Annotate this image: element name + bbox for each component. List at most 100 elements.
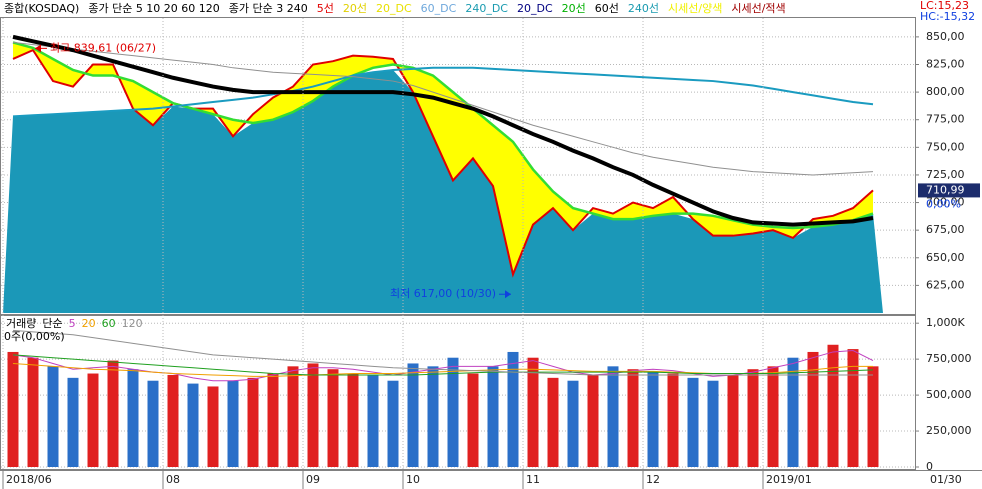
x-tick-label: 2018/06 — [6, 473, 52, 486]
volume-panel-frame — [0, 315, 916, 470]
x-tick-label: 11 — [526, 473, 540, 486]
volume-bar — [487, 366, 499, 467]
header-item: 5선 — [317, 2, 334, 15]
volume-bar — [187, 383, 199, 467]
volume-bar — [227, 380, 239, 467]
volume-bar — [27, 357, 39, 467]
lc-label: LC:15,23 — [920, 0, 969, 12]
volume-bar — [267, 373, 279, 467]
volume-bar — [347, 373, 359, 467]
volume-bar — [727, 374, 739, 467]
header-item: 240_DC — [465, 2, 508, 15]
volume-bar — [767, 366, 779, 467]
y-tick-label: 650,00 — [926, 251, 965, 264]
volume-bar — [707, 380, 719, 467]
volume-bar — [687, 377, 699, 467]
y-tick-label: 800,00 — [926, 85, 965, 98]
volume-bar — [647, 372, 659, 467]
last-value-box — [918, 183, 980, 198]
volume-bar — [667, 373, 679, 467]
volume-bar — [367, 374, 379, 467]
volume-bar — [127, 369, 139, 467]
ma-line — [12, 41, 874, 230]
ma-line — [12, 34, 874, 227]
volume-bar — [427, 366, 439, 467]
y-tick-label: 725,00 — [926, 168, 965, 181]
volume-bar — [587, 374, 599, 467]
y-tick-label: 250,000 — [926, 424, 972, 437]
header-item: 20_DC — [376, 2, 412, 15]
header-item: 240선 — [628, 2, 659, 15]
volume-bar — [827, 344, 839, 467]
volume-ma-line — [12, 329, 873, 376]
volume-bar — [847, 349, 859, 467]
y-tick-label: 700,00 — [926, 196, 965, 209]
volume-bar — [47, 366, 59, 467]
last-value-label: 710,99 — [926, 183, 965, 196]
y-tick-label: 625,00 — [926, 278, 965, 291]
volume-bar — [327, 369, 339, 467]
volume-bar — [167, 374, 179, 467]
volume-bar — [527, 357, 539, 467]
volume-bar — [567, 380, 579, 467]
volume-bar — [787, 357, 799, 467]
y-tick-label: 825,00 — [926, 57, 965, 70]
high-arrowhead — [35, 44, 41, 53]
volume-bar — [287, 366, 299, 467]
low-label: 최저 617,00 (10/30) — [390, 287, 496, 300]
volume-bar — [207, 386, 219, 467]
ma-line — [12, 66, 874, 118]
x-tick-label: 12 — [646, 473, 660, 486]
volume-bar — [87, 373, 99, 467]
volume-bar — [387, 380, 399, 467]
volume-bar — [147, 380, 159, 467]
y-tick-label: 0 — [926, 460, 933, 473]
header-item: 시세선/양색 — [668, 2, 722, 15]
volume-bar — [7, 351, 19, 467]
header-item: 60선 — [595, 2, 619, 15]
volume-bar — [467, 373, 479, 467]
volume-legend-item: 120 — [122, 317, 143, 330]
ma-line — [12, 41, 874, 176]
x-tick-label: 2019/01 — [766, 473, 812, 486]
volume-bar — [747, 369, 759, 467]
x-tick-label: 10 — [406, 473, 420, 486]
header-item: 20선 — [343, 2, 367, 15]
volume-bar — [867, 366, 879, 467]
volume-legend-title: 거래량 — [6, 317, 36, 330]
volume-bar — [507, 351, 519, 467]
y-tick-label: 750,00 — [926, 140, 965, 153]
volume-bar — [807, 351, 819, 467]
header-item: 20선 — [562, 2, 586, 15]
volume-ma-line — [12, 354, 874, 376]
y-tick-label: 500,000 — [926, 388, 972, 401]
volume-bar — [607, 366, 619, 467]
y-tick-label: 1,000K — [926, 316, 965, 329]
price-line — [12, 48, 874, 278]
hc-label: HC:-15,32 — [920, 10, 975, 23]
volume-bar — [447, 357, 459, 467]
header-item: 종가 단순 5 10 20 60 120 — [88, 2, 219, 15]
volume-bar — [247, 377, 259, 467]
volume-bar — [107, 360, 119, 467]
volume-bar — [407, 363, 419, 467]
x-end-label: 01/30 — [930, 473, 962, 486]
y-tick-label: 850,00 — [926, 30, 965, 43]
price-panel-frame — [0, 17, 916, 315]
y-tick-label: 675,00 — [926, 223, 965, 236]
volume-legend-item: 5 — [69, 317, 76, 330]
volume-bar — [67, 377, 79, 467]
x-tick-label: 09 — [306, 473, 320, 486]
high-label: 최고 839,61 (06/27) — [50, 41, 156, 54]
price-area — [3, 70, 883, 313]
volume-info: 0주(0,00%) — [4, 330, 65, 343]
volume-legend-item: 20 — [82, 317, 96, 330]
volume-bar — [307, 363, 319, 467]
volume-legend-item: 60 — [102, 317, 116, 330]
header-item: 60_DC — [421, 2, 457, 15]
header-item: 20_DC — [517, 2, 553, 15]
y-tick-label: 775,00 — [926, 113, 965, 126]
header-item: 종가 단순 3 240 — [229, 2, 308, 15]
